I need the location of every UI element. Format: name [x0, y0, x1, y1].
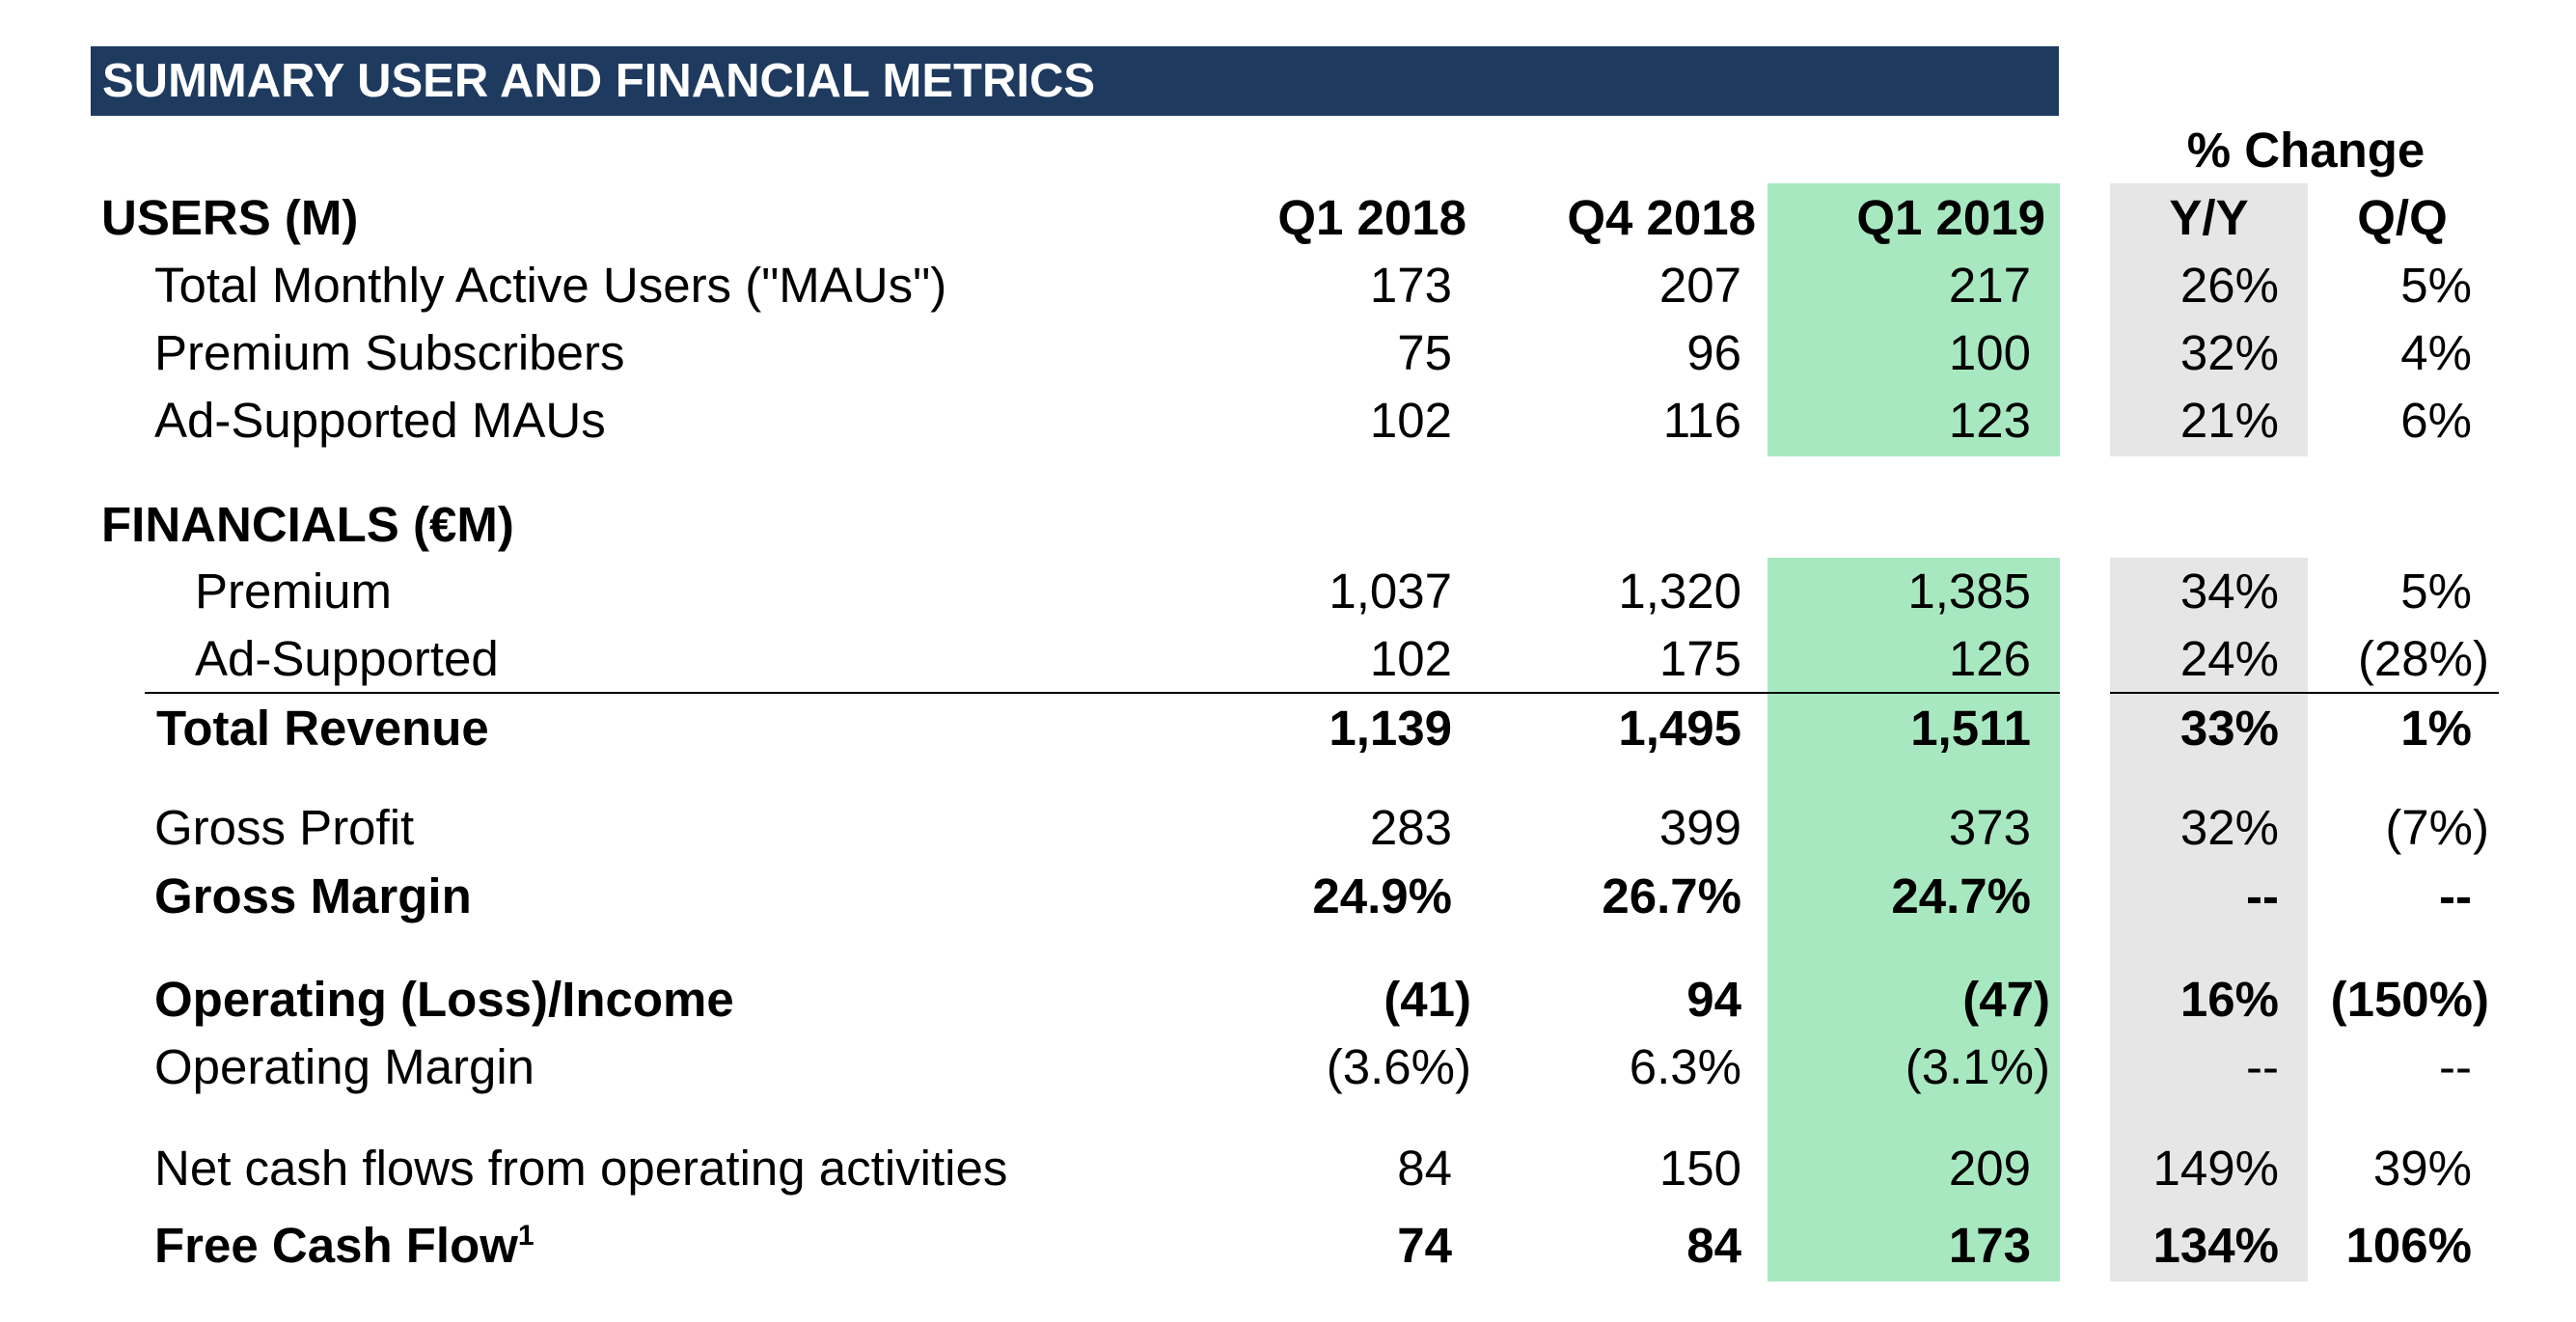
row-label: Ad-Supported MAUs: [154, 393, 606, 448]
footnote-marker: 1: [517, 1220, 534, 1252]
cell-q1-2019: 217: [1948, 258, 2031, 313]
q1-2019-highlight: [1768, 183, 2060, 456]
yy-shade: [2110, 558, 2308, 1281]
cell-q1-2018: 74: [1397, 1218, 1452, 1273]
cell-q1-2019: (47): [1962, 972, 2050, 1027]
cell-qq: 4%: [2400, 325, 2472, 380]
cell-q4-2018: 26.7%: [1602, 868, 1741, 923]
cell-q1-2018: 1,037: [1329, 564, 1452, 619]
col-header-q1-2019: Q1 2019: [1856, 190, 2045, 245]
cell-yy: --: [2246, 868, 2279, 923]
cell-q1-2018: 75: [1397, 325, 1452, 380]
cell-yy: 16%: [2179, 972, 2279, 1027]
row-label: Total Revenue: [156, 701, 489, 756]
cell-qq: 5%: [2400, 564, 2472, 619]
row-label: Ad-Supported: [195, 631, 499, 686]
cell-q4-2018: 175: [1658, 631, 1741, 686]
cell-q4-2018: 1,495: [1618, 701, 1741, 756]
cell-yy: 32%: [2179, 325, 2279, 380]
col-header-q4-2018: Q4 2018: [1567, 190, 1756, 245]
q1-2019-highlight: [1768, 558, 2060, 1281]
cell-yy: 149%: [2152, 1141, 2279, 1196]
cell-yy: --: [2246, 1039, 2279, 1094]
cell-qq: 6%: [2400, 393, 2472, 448]
cell-q1-2018: 173: [1369, 258, 1452, 313]
cell-q4-2018: 399: [1658, 800, 1741, 855]
row-label: Operating (Loss)/Income: [154, 972, 734, 1027]
yy-shade: [2110, 183, 2308, 456]
cell-qq: 106%: [2345, 1218, 2472, 1273]
cell-q1-2019: 123: [1948, 393, 2031, 448]
cell-qq: (150%): [2330, 972, 2489, 1027]
cell-yy: 26%: [2179, 258, 2279, 313]
cell-q4-2018: 94: [1686, 972, 1741, 1027]
col-header-yy: Y/Y: [2169, 190, 2249, 245]
row-label-free-cash-flow: Free Cash Flow1: [154, 1219, 534, 1273]
cell-q1-2019: 209: [1948, 1141, 2031, 1196]
col-header-qq: Q/Q: [2357, 190, 2448, 245]
users-heading: USERS (M): [101, 190, 359, 245]
row-label: Total Monthly Active Users ("MAUs"): [154, 258, 947, 313]
cell-yy: 32%: [2179, 800, 2279, 855]
cell-yy: 33%: [2179, 701, 2279, 756]
cell-q1-2019: 1,511: [1910, 701, 2031, 756]
cell-qq: --: [2439, 868, 2472, 923]
cell-qq: 5%: [2400, 258, 2472, 313]
cell-q4-2018: 116: [1662, 393, 1741, 448]
cell-q1-2019: 373: [1948, 800, 2031, 855]
row-label: Operating Margin: [154, 1039, 535, 1094]
cell-q1-2018: (41): [1384, 972, 1471, 1027]
change-header: % Change: [2186, 123, 2425, 178]
cell-yy: 34%: [2179, 564, 2279, 619]
total-rule: [2110, 692, 2499, 694]
cell-q1-2019: 173: [1948, 1218, 2031, 1273]
cell-q4-2018: 84: [1686, 1218, 1741, 1273]
cell-yy: 134%: [2152, 1218, 2279, 1273]
cell-q4-2018: 6.3%: [1629, 1039, 1741, 1094]
cell-qq: (7%): [2385, 800, 2489, 855]
row-label: Free Cash Flow: [154, 1218, 518, 1273]
cell-q4-2018: 96: [1686, 325, 1741, 380]
cell-qq: 39%: [2372, 1141, 2472, 1196]
row-label: Premium: [195, 564, 393, 619]
cell-q1-2018: 102: [1369, 393, 1452, 448]
cell-qq: --: [2439, 1039, 2472, 1094]
cell-q1-2018: 24.9%: [1312, 868, 1452, 923]
title-banner: SUMMARY USER AND FINANCIAL METRICS: [91, 46, 2059, 116]
cell-q1-2018: 84: [1397, 1141, 1452, 1196]
cell-q4-2018: 150: [1658, 1141, 1741, 1196]
cell-yy: 21%: [2179, 393, 2279, 448]
total-rule: [145, 692, 2060, 694]
cell-qq: (28%): [2357, 631, 2489, 686]
row-label: Premium Subscribers: [154, 325, 625, 380]
table-title: SUMMARY USER AND FINANCIAL METRICS: [102, 55, 1096, 107]
financials-heading: FINANCIALS (€M): [101, 497, 514, 552]
cell-qq: 1%: [2400, 701, 2472, 756]
row-label: Net cash flows from operating activities: [154, 1141, 1008, 1196]
cell-q1-2019: 24.7%: [1891, 868, 2031, 923]
cell-q1-2019: (3.1%): [1905, 1039, 2050, 1094]
cell-q4-2018: 207: [1658, 258, 1741, 313]
cell-q1-2019: 126: [1948, 631, 2031, 686]
col-header-q1-2018: Q1 2018: [1277, 190, 1466, 245]
cell-q1-2019: 100: [1948, 325, 2031, 380]
cell-q4-2018: 1,320: [1618, 564, 1741, 619]
row-label: Gross Profit: [154, 800, 415, 855]
cell-q1-2018: 102: [1369, 631, 1452, 686]
cell-yy: 24%: [2179, 631, 2279, 686]
row-label: Gross Margin: [154, 868, 472, 923]
cell-q1-2018: 283: [1369, 800, 1452, 855]
cell-q1-2018: 1,139: [1329, 701, 1452, 756]
cell-q1-2019: 1,385: [1907, 564, 2031, 619]
cell-q1-2018: (3.6%): [1326, 1039, 1471, 1094]
